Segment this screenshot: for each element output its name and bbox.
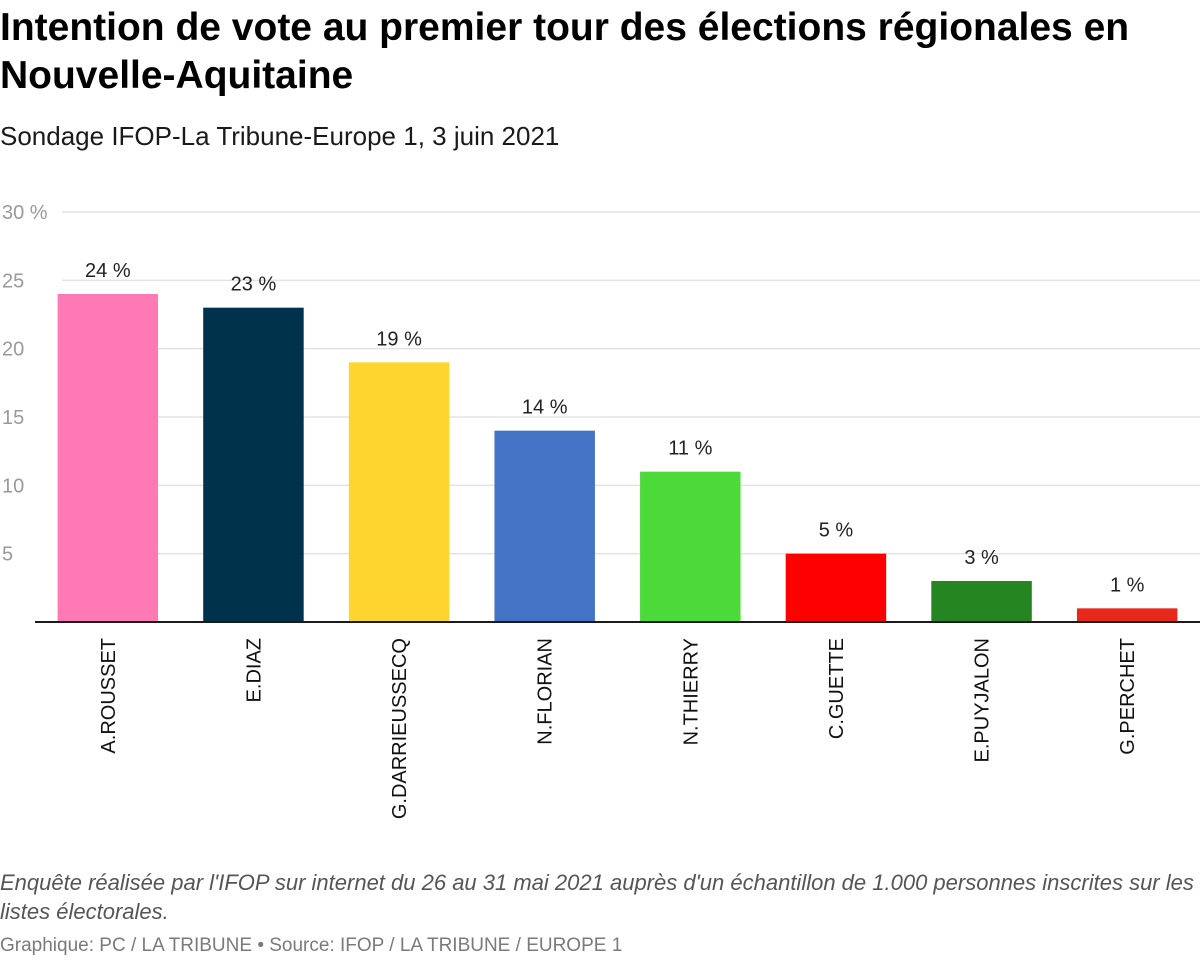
data-labels: 24 % 23 % 19 % 14 % 11 % 5 % 3 % 1 % [85, 260, 1145, 596]
category-label: G.DARRIEUSSECQ [389, 638, 411, 819]
y-tick-label: 30 % [2, 202, 48, 224]
bar [348, 362, 450, 622]
bar-value-label: 23 % [231, 274, 277, 296]
bar-value-label: 5 % [819, 520, 854, 542]
bar-value-label: 3 % [964, 547, 999, 569]
bar-value-label: 11 % [668, 438, 712, 460]
category-label: N.THIERRY [680, 638, 702, 745]
y-tick-label: 20 [2, 339, 24, 361]
category-labels: A.ROUSSET E.DIAZ G.DARRIEUSSECQ N.FLORIAN N.… [98, 638, 1139, 819]
bar [57, 294, 159, 622]
y-tick-label: 5 [2, 544, 13, 566]
bar-value-label: 24 % [85, 260, 131, 282]
category-label: A.ROUSSET [98, 638, 120, 754]
chart-subtitle: Sondage IFOP-La Tribune-Europe 1, 3 juin… [0, 121, 560, 151]
category-label: E.DIAZ [243, 638, 265, 702]
credits-line: Graphique: PC / LA TRIBUNE • Source: IFO… [0, 935, 623, 956]
category-label: N.FLORIAN [535, 638, 557, 745]
y-tick-label: 25 [2, 270, 24, 292]
bar-value-label: 1 % [1110, 574, 1145, 596]
bar [640, 471, 741, 622]
bar-value-label: 19 % [376, 328, 422, 350]
bar [785, 553, 887, 622]
bar [931, 581, 1032, 622]
y-tick-label: 10 [2, 475, 24, 497]
bar [203, 307, 304, 622]
survey-note: Enquête réalisée par l'IFOP sur internet… [0, 870, 1194, 924]
category-label: E.PUYJALON [972, 638, 994, 762]
bar-chart: 5 10 15 20 25 30 % 24 % 23 % 19 % 14 % 11 % 5 % 3 %… [2, 202, 1200, 819]
bar [1076, 608, 1178, 622]
y-axis-ticks: 5 10 15 20 25 30 % [2, 202, 48, 566]
chart-title: Intention de vote au premier tour des él… [0, 6, 1130, 97]
category-label: C.GUETTE [826, 638, 848, 739]
category-label: G.PERCHET [1117, 638, 1139, 755]
bars [57, 294, 1178, 622]
bar-value-label: 14 % [522, 397, 568, 419]
bar [494, 430, 595, 622]
y-tick-label: 15 [2, 407, 24, 429]
